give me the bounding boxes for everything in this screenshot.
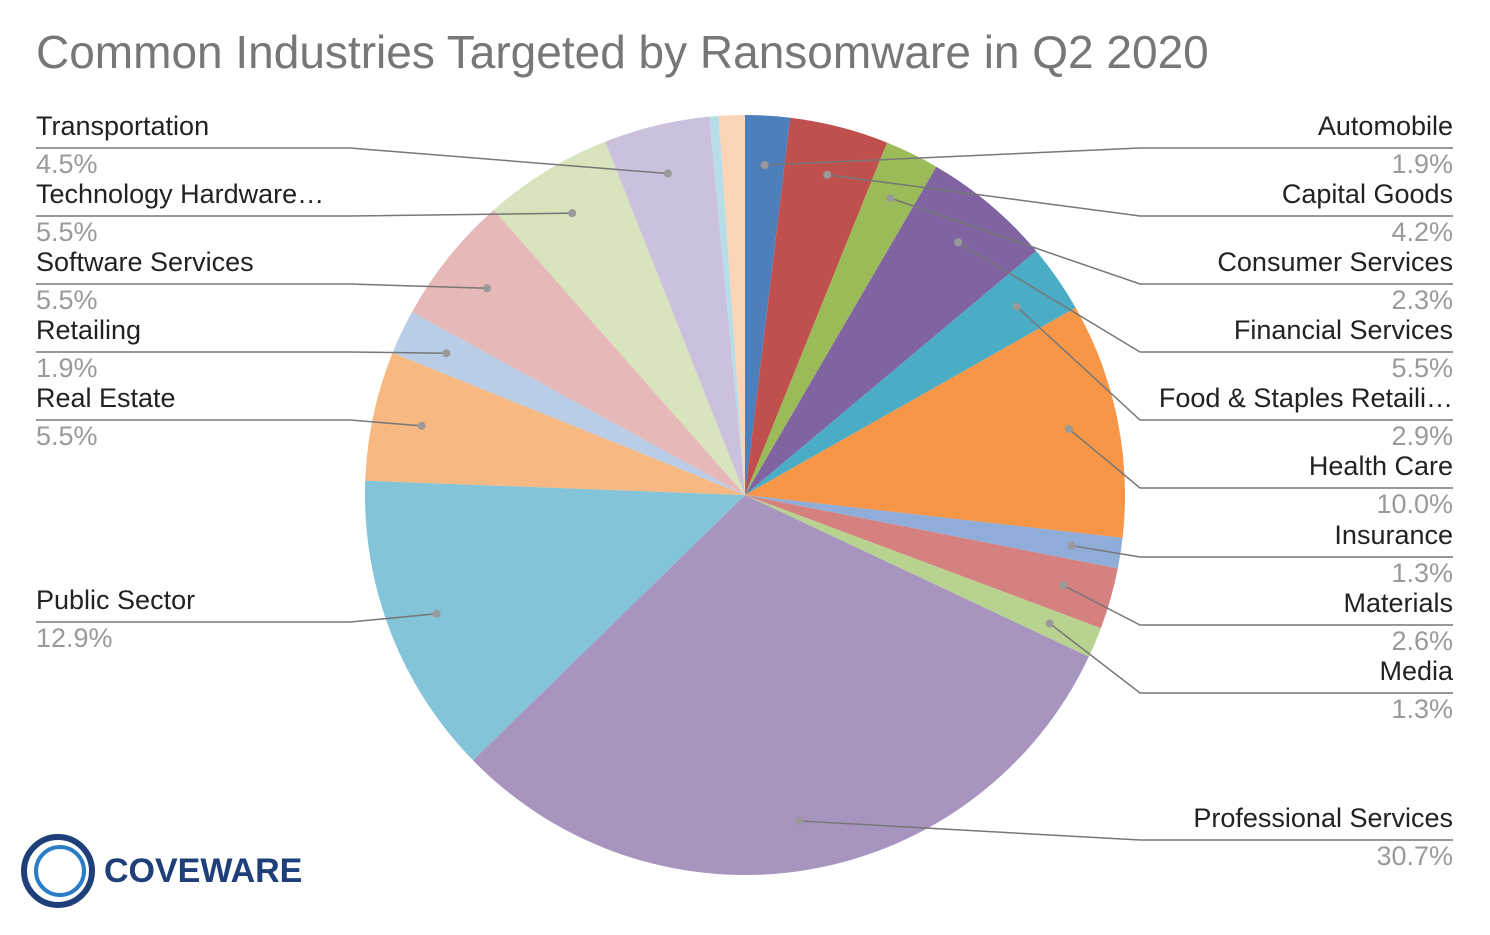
pie-slice xyxy=(745,307,1125,538)
leader-dot xyxy=(760,160,769,169)
pie-slice xyxy=(365,480,745,761)
leader-dot xyxy=(417,421,426,430)
slice-label: Technology Hardware… xyxy=(36,179,324,209)
leader-dot xyxy=(954,238,963,247)
value-label: 5.5% xyxy=(1391,353,1453,383)
leader-line xyxy=(36,283,488,290)
pie-slice xyxy=(745,142,937,495)
slice-label: Materials xyxy=(1343,588,1453,618)
value-label: 2.9% xyxy=(1391,421,1453,451)
value-label: 2.6% xyxy=(1391,626,1453,656)
leader-line xyxy=(764,147,1453,166)
value-label: 1.3% xyxy=(1391,558,1453,588)
pie-slice xyxy=(365,352,745,495)
slice-label: Media xyxy=(1379,656,1454,686)
value-label: 10.0% xyxy=(1376,489,1453,519)
logo: COVEWARE xyxy=(21,834,302,908)
leader-dot xyxy=(886,194,895,203)
slice-label: Capital Goods xyxy=(1282,179,1453,209)
pie-slice xyxy=(709,115,745,495)
leader-dot xyxy=(663,169,672,178)
slice-label: Insurance xyxy=(1334,520,1453,550)
leader-line xyxy=(957,241,1453,353)
leader-dot xyxy=(795,817,804,826)
leader-line xyxy=(36,147,668,175)
pie-slice xyxy=(745,495,1101,657)
pie-slice xyxy=(718,115,745,495)
slice-label: Health Care xyxy=(1309,451,1453,481)
pie-slice xyxy=(392,311,745,495)
leader-dot xyxy=(823,170,832,179)
value-label: 1.9% xyxy=(36,353,98,383)
leader-line xyxy=(827,174,1453,217)
slice-label: Financial Services xyxy=(1234,315,1453,345)
value-label: 5.5% xyxy=(36,217,98,247)
pie-slice xyxy=(745,495,1123,569)
leader-dot xyxy=(432,609,441,618)
leader-line xyxy=(890,197,1453,285)
leader-line xyxy=(1062,584,1453,626)
leader-dot xyxy=(1045,619,1054,628)
value-label: 4.5% xyxy=(36,149,98,179)
logo-ring xyxy=(34,845,86,897)
leader-dot xyxy=(442,349,451,358)
chart-title: Common Industries Targeted by Ransomware… xyxy=(36,26,1209,78)
pie-slice xyxy=(745,250,1076,495)
pie-slice xyxy=(493,141,745,495)
slice-label: Food & Staples Retaili… xyxy=(1159,383,1453,413)
slice-label: Public Sector xyxy=(36,585,195,615)
pie-slice xyxy=(472,495,1089,875)
value-label: 1.9% xyxy=(1391,149,1453,179)
pie-slice xyxy=(412,209,745,495)
pie-slice xyxy=(745,117,888,495)
leader-line xyxy=(36,212,573,217)
slice-label: Software Services xyxy=(36,247,254,277)
leader-line xyxy=(799,820,1453,841)
value-label: 4.2% xyxy=(1391,217,1453,247)
leader-dot xyxy=(1067,541,1076,550)
pie-slice xyxy=(745,115,791,495)
pie-slice xyxy=(605,116,745,495)
value-label: 12.9% xyxy=(36,623,113,653)
leader-line xyxy=(1049,622,1453,694)
value-label: 5.5% xyxy=(36,285,98,315)
leader-dot xyxy=(568,209,577,218)
value-label: 5.5% xyxy=(36,421,98,451)
pie-slice xyxy=(745,166,1037,495)
slice-label: Consumer Services xyxy=(1217,247,1453,277)
logo-text: COVEWARE xyxy=(104,852,302,890)
value-label: 2.3% xyxy=(1391,285,1453,315)
leader-line xyxy=(36,351,447,355)
logo-ring xyxy=(21,834,95,908)
slice-label: Professional Services xyxy=(1193,803,1453,833)
pie-slice xyxy=(745,495,1118,629)
leader-dot xyxy=(1064,424,1073,433)
leader-line xyxy=(1016,306,1453,421)
slice-label: Automobile xyxy=(1318,111,1453,141)
slice-label: Retailing xyxy=(36,315,141,345)
slice-label: Transportation xyxy=(36,111,209,141)
leader-dot xyxy=(1012,302,1021,311)
leader-line xyxy=(36,419,422,427)
leader-dot xyxy=(482,284,491,293)
slice-label: Real Estate xyxy=(36,383,176,413)
value-label: 30.7% xyxy=(1376,841,1453,871)
value-label: 1.3% xyxy=(1391,694,1453,724)
leader-line xyxy=(36,613,437,623)
leader-line xyxy=(1068,428,1453,489)
leader-dot xyxy=(1059,581,1068,590)
leader-line xyxy=(1071,544,1453,558)
